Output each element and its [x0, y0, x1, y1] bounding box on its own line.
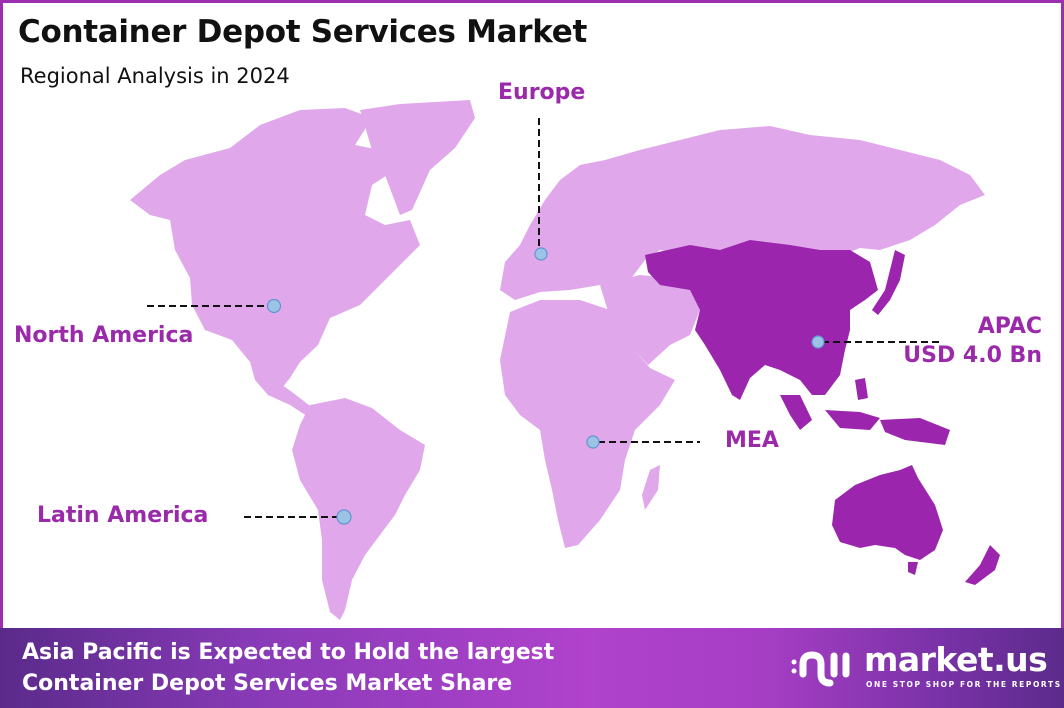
marker-latin-america [336, 509, 352, 525]
label-apac-name: APAC [977, 314, 1042, 339]
logo-tagline: ONE STOP SHOP FOR THE REPORTS [866, 680, 1062, 689]
region-africa [500, 300, 675, 548]
region-australia [832, 465, 943, 560]
page-subtitle: Regional Analysis in 2024 [20, 64, 290, 88]
label-latin-america: Latin America [37, 503, 209, 528]
region-greenland [360, 100, 475, 215]
marker-north-america [266, 298, 282, 314]
logo-wordmark: market.us [864, 640, 1048, 679]
region-sea-islands [780, 378, 950, 445]
label-apac-value: USD 4.0 Bn [903, 343, 1042, 368]
market-us-logo: market.us ONE STOP SHOP FOR THE REPORTS [786, 640, 1060, 694]
footer-line-1: Asia Pacific is Expected to Hold the lar… [22, 640, 555, 665]
page-title: Container Depot Services Market [18, 14, 588, 50]
marker-apac [811, 335, 825, 349]
world-map [130, 100, 1000, 620]
label-apac: APAC USD 4.0 Bn [903, 312, 1042, 370]
region-new-zealand [965, 545, 1000, 585]
label-europe: Europe [498, 80, 586, 105]
region-south-america [292, 398, 425, 620]
footer-headline: Asia Pacific is Expected to Hold the lar… [22, 637, 554, 699]
market-us-logo-icon [791, 651, 850, 687]
marker-europe [534, 247, 548, 261]
region-tasmania [908, 562, 918, 575]
region-europe [500, 126, 985, 300]
label-mea: MEA [725, 428, 779, 453]
region-north-america [130, 108, 420, 388]
region-middle-east [600, 275, 700, 365]
region-central-america [250, 362, 318, 418]
region-japan [872, 250, 905, 315]
footer-line-2: Container Depot Services Market Share [22, 671, 513, 696]
region-apac-asia [645, 240, 878, 400]
label-north-america: North America [14, 323, 194, 348]
footer-banner: Asia Pacific is Expected to Hold the lar… [0, 628, 1064, 708]
marker-mea [586, 435, 600, 449]
region-madagascar [642, 465, 660, 510]
